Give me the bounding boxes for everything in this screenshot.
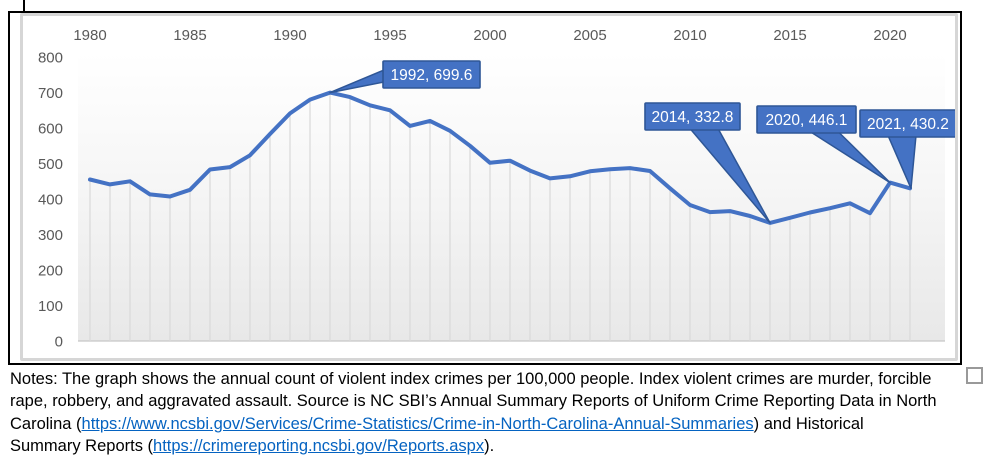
x-tick-label: 2020 xyxy=(873,27,906,44)
data-line xyxy=(88,90,912,225)
plot-area xyxy=(78,53,945,341)
x-tick-label: 1995 xyxy=(373,27,406,44)
callout-2021: 2021, 430.2 xyxy=(859,109,957,190)
callout-label: 1992, 699.6 xyxy=(391,67,473,84)
object-anchor-handle xyxy=(966,367,983,384)
x-tick-label: 2015 xyxy=(773,27,806,44)
callout-box xyxy=(382,60,481,89)
callout-label: 2014, 332.8 xyxy=(652,109,734,126)
y-tick-label: 300 xyxy=(38,227,63,244)
notes-link[interactable]: https://crimereporting.ncsbi.gov/Reports… xyxy=(153,437,485,456)
callout-2014: 2014, 332.8 xyxy=(644,102,771,224)
notes-paragraph: Notes: The graph shows the annual count … xyxy=(10,368,975,458)
notes-text: ) and Historical xyxy=(753,414,864,433)
x-tick-label: 2005 xyxy=(573,27,606,44)
text-cursor-mark xyxy=(23,0,25,11)
notes-text: Notes: The graph shows the annual count … xyxy=(10,370,932,388)
notes-line: Summary Reports (https://crimereporting.… xyxy=(10,435,975,457)
notes-line: Carolina (https://www.ncsbi.gov/Services… xyxy=(10,413,975,435)
x-tick-label: 2010 xyxy=(673,27,706,44)
notes-text: Carolina ( xyxy=(10,414,82,433)
violent-crime-rate-line-chart: 1980 1985 1990 1995 2000 2005 2010 2015 2020 0 100… xyxy=(38,27,957,351)
notes-line: Notes: The graph shows the annual count … xyxy=(10,368,975,390)
x-tick-label: 2000 xyxy=(473,27,506,44)
y-tick-label: 800 xyxy=(38,50,63,67)
chart-frame: 1980 1985 1990 1995 2000 2005 2010 2015 2020 0 100… xyxy=(8,11,962,365)
notes-text: rape, robbery, and aggravated assault. S… xyxy=(10,392,937,411)
y-tick-label: 200 xyxy=(38,263,63,280)
callout-label: 2020, 446.1 xyxy=(766,112,848,129)
y-tick-label: 500 xyxy=(38,156,63,173)
callout-label: 2021, 430.2 xyxy=(867,116,949,133)
y-tick-label: 0 xyxy=(55,334,63,351)
callout-box xyxy=(756,105,857,134)
x-tick-label: 1980 xyxy=(73,27,106,44)
y-tick-label: 700 xyxy=(38,85,63,102)
notes-text: ). xyxy=(484,437,495,456)
notes-link[interactable]: https://www.ncsbi.gov/Services/Crime-Sta… xyxy=(81,414,754,433)
x-tick-label: 1985 xyxy=(173,27,206,44)
notes-line: rape, robbery, and aggravated assault. S… xyxy=(10,390,975,412)
x-tick-label: 1990 xyxy=(273,27,306,44)
callout-2020: 2020, 446.1 xyxy=(756,105,891,184)
callout-1992: 1992, 699.6 xyxy=(329,60,481,94)
y-tick-label: 600 xyxy=(38,121,63,138)
callout-box xyxy=(644,102,741,131)
y-tick-label: 400 xyxy=(38,192,63,209)
y-tick-label: 100 xyxy=(38,298,63,315)
notes-text: Summary Reports ( xyxy=(10,437,154,456)
